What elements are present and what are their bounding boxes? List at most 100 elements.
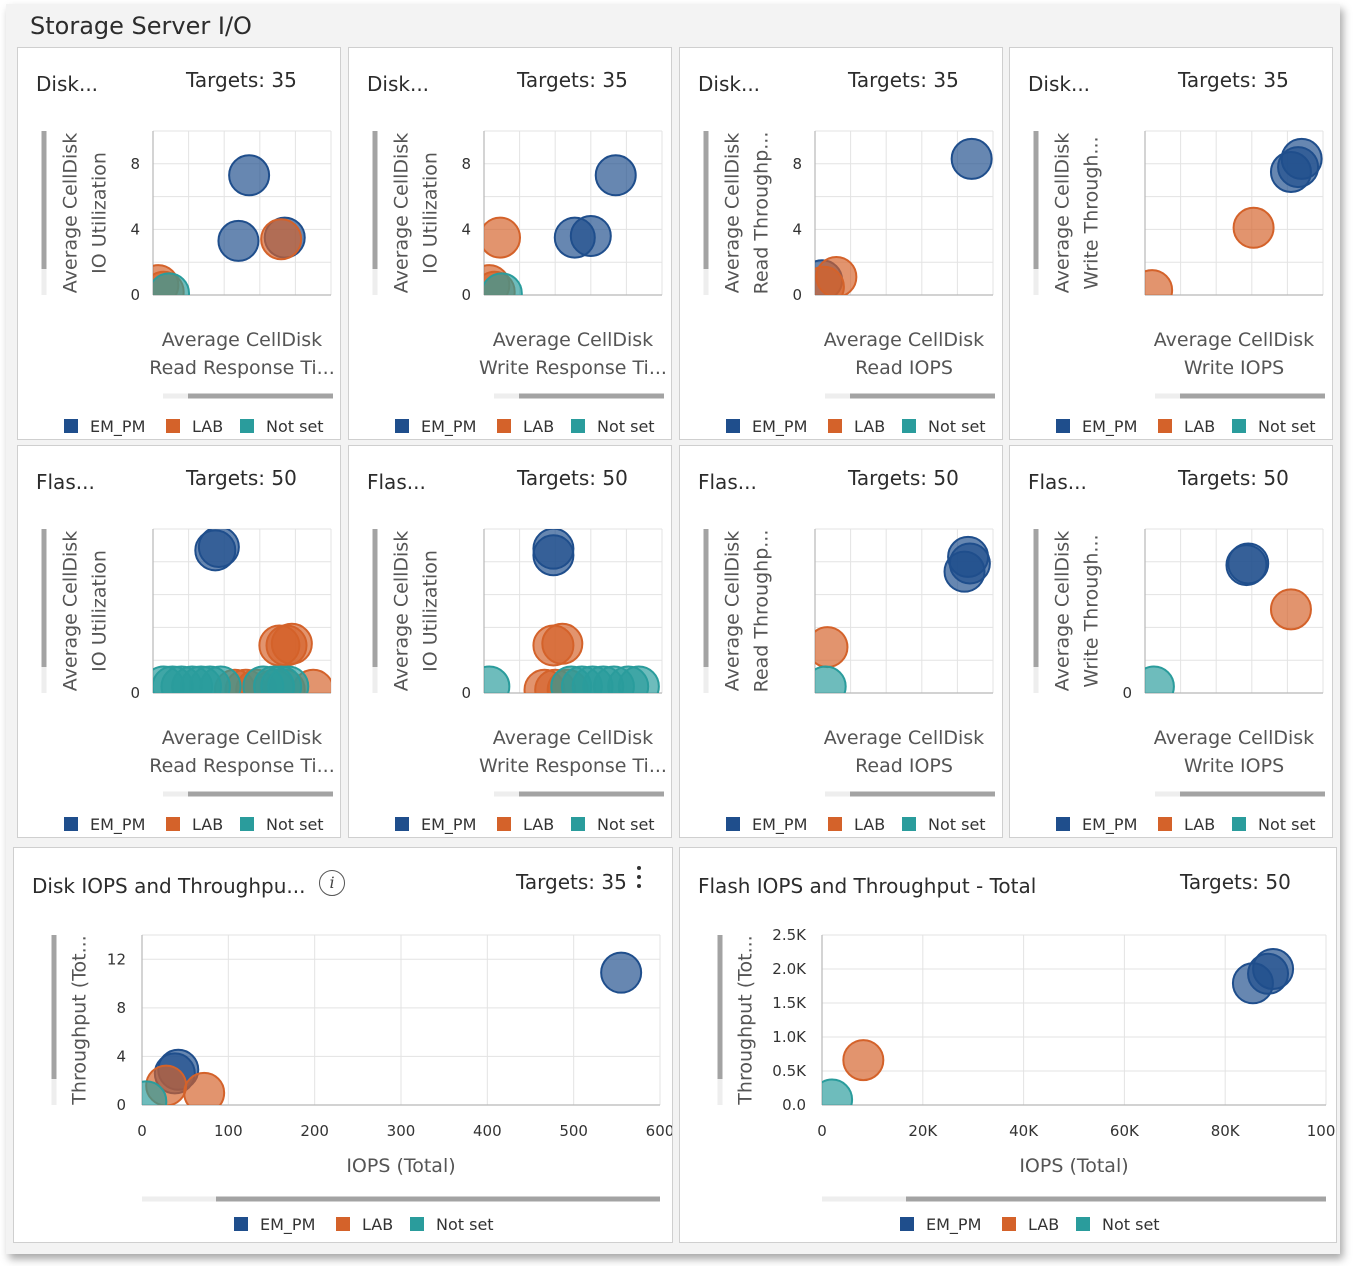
legend-label[interactable]: Not set [436, 1215, 494, 1234]
data-point[interactable] [1269, 588, 1312, 631]
legend-label[interactable]: Not set [928, 815, 986, 834]
legend-label[interactable]: Not set [266, 815, 324, 834]
legend-label[interactable]: EM_PM [421, 815, 476, 835]
legend-label[interactable]: Not set [1258, 815, 1316, 834]
y-tick-label: 0.5K [772, 1062, 807, 1080]
card-title: Disk... [367, 72, 430, 96]
y-axis-title: Read Throughp... [751, 132, 773, 295]
data-point[interactable] [947, 535, 990, 578]
legend-label[interactable]: EM_PM [1082, 815, 1137, 835]
legend-label[interactable]: EM_PM [752, 815, 807, 835]
data-point[interactable] [617, 665, 660, 706]
legend-label[interactable]: LAB [854, 417, 885, 436]
x-tick-label: 80K [1211, 1122, 1241, 1140]
more-options-icon[interactable] [636, 866, 642, 890]
data-point[interactable] [260, 218, 303, 261]
data-point[interactable] [217, 219, 260, 262]
y-tick-label: 1.5K [772, 994, 807, 1012]
data-point[interactable] [532, 529, 575, 570]
data-point[interactable] [482, 272, 523, 313]
legend-label[interactable]: Not set [597, 417, 655, 436]
chart-card[interactable]: Average CellDisk Write Through... Average … [1009, 47, 1333, 440]
legend-swatch [1002, 1217, 1016, 1231]
legend-swatch [234, 1217, 248, 1231]
data-point[interactable] [270, 622, 313, 665]
legend-label[interactable]: LAB [1028, 1215, 1059, 1234]
legend-label[interactable]: LAB [523, 417, 554, 436]
data-point[interactable] [228, 154, 271, 197]
data-point[interactable] [807, 626, 849, 669]
data-point[interactable] [199, 665, 242, 706]
data-point[interactable] [149, 272, 191, 313]
legend-swatch [1076, 1217, 1090, 1231]
legend-swatch [1056, 817, 1070, 831]
legend-label[interactable]: Not set [266, 417, 324, 436]
legend-label[interactable]: Not set [1102, 1215, 1160, 1234]
scatter-chart: 0 Average CellDisk IO Utilization Average C… [372, 528, 667, 835]
x-tick-label: 0 [137, 1122, 147, 1140]
info-icon[interactable]: i [319, 870, 345, 896]
legend-label[interactable]: EM_PM [260, 1215, 315, 1235]
data-point[interactable] [1252, 948, 1295, 990]
legend-label[interactable]: LAB [192, 417, 223, 436]
legend-label[interactable]: LAB [362, 1215, 393, 1234]
chart-card[interactable]: 0 4 8 Average CellDisk IO Utilization Average… [348, 47, 672, 440]
targets-count: Targets: 35 [516, 870, 627, 894]
legend-label[interactable]: LAB [192, 815, 223, 834]
chart-card[interactable]: 0 Average CellDisk Write Through... Average… [1009, 445, 1333, 838]
chart-card[interactable]: 0 4 8 12 0 100 200 300 400 500 600 Throughput (Tot.… [13, 847, 673, 1243]
y-tick-label: 0 [130, 684, 140, 702]
data-point[interactable] [569, 214, 612, 257]
chart-card[interactable]: 0 4 8 Average CellDisk Read Throughp... Avera… [679, 47, 1003, 440]
y-tick-label: 12 [107, 950, 126, 968]
legend-label[interactable]: Not set [1258, 417, 1316, 436]
data-point[interactable] [812, 1078, 854, 1120]
chart-card[interactable]: 0.0 0.5K 1.0K 1.5K 2.0K 2.5K 0 20K 40K 60K 80K 100K… [679, 847, 1337, 1243]
legend-label[interactable]: LAB [1184, 417, 1215, 436]
data-point[interactable] [1280, 137, 1323, 180]
data-point[interactable] [541, 622, 584, 665]
data-point[interactable] [1227, 542, 1270, 585]
data-point[interactable] [594, 154, 637, 197]
scatter-chart: Average CellDisk Write Through... Average … [1033, 130, 1325, 437]
data-point[interactable] [1132, 269, 1174, 310]
legend-label[interactable]: EM_PM [90, 417, 145, 437]
legend-swatch [64, 419, 78, 433]
data-point[interactable] [1134, 665, 1175, 706]
x-axis-title: Average CellDisk [493, 727, 653, 749]
y-tick-label: 1.0K [772, 1028, 807, 1046]
legend-label[interactable]: EM_PM [752, 417, 807, 437]
chart-card[interactable]: 0 4 8 Average CellDisk IO Utilization Average… [17, 47, 341, 440]
data-point[interactable] [480, 216, 522, 259]
data-point[interactable] [183, 1071, 226, 1113]
y-tick-label: 8 [116, 999, 126, 1017]
chart-card[interactable]: Average CellDisk Read Throughp... Average … [679, 445, 1003, 838]
card-title: Flas... [36, 470, 95, 494]
y-tick-label: 2.0K [772, 960, 807, 978]
legend-label[interactable]: Not set [928, 417, 986, 436]
data-point[interactable] [806, 665, 847, 706]
legend-label[interactable]: EM_PM [926, 1215, 981, 1235]
legend-label[interactable]: EM_PM [421, 417, 476, 437]
data-point[interactable] [197, 527, 240, 569]
x-axis-title: Average CellDisk [162, 727, 322, 749]
legend-label[interactable]: Not set [597, 815, 655, 834]
chart-card[interactable]: 0 Average CellDisk IO Utilization Average C… [348, 445, 672, 838]
scatter-chart: 0 Average CellDisk Write Through... Average… [1033, 528, 1325, 835]
data-point[interactable] [469, 665, 511, 706]
legend-label[interactable]: EM_PM [90, 815, 145, 835]
legend-label[interactable]: LAB [854, 815, 885, 834]
legend-label[interactable]: LAB [1184, 815, 1215, 834]
data-point[interactable] [842, 1039, 885, 1082]
legend-label[interactable]: LAB [523, 815, 554, 834]
data-point[interactable] [1232, 206, 1275, 249]
data-point[interactable] [126, 1080, 168, 1121]
data-point[interactable] [267, 665, 310, 706]
data-point[interactable] [950, 137, 993, 180]
legend-label[interactable]: EM_PM [1082, 417, 1137, 437]
data-point[interactable] [804, 265, 845, 307]
chart-card[interactable]: 0 Average CellDisk IO Utilization Average C… [17, 445, 341, 838]
x-axis-title: Average CellDisk [824, 727, 984, 749]
x-tick-label: 0 [817, 1122, 827, 1140]
data-point[interactable] [600, 951, 643, 994]
